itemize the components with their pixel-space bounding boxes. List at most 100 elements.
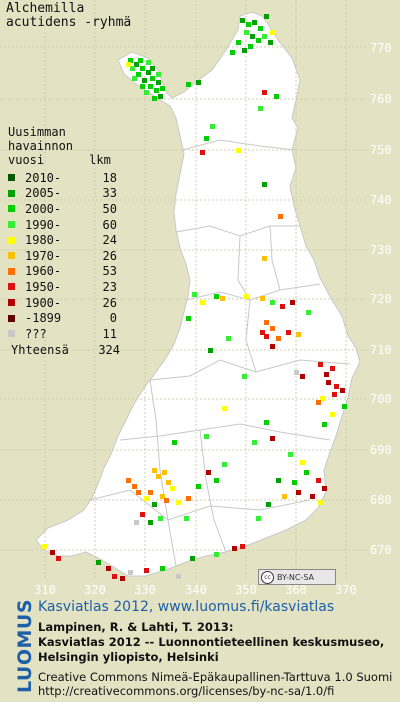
observation-square	[270, 30, 275, 35]
cc-badge-text: BY-NC-SA	[277, 572, 315, 582]
observation-square	[264, 320, 269, 325]
legend-item: 1950- 23	[8, 279, 120, 295]
observation-square	[258, 26, 263, 31]
observation-square	[332, 392, 337, 397]
observation-square	[158, 516, 163, 521]
y-tick: 730	[370, 243, 392, 257]
observation-square	[342, 404, 347, 409]
citation: Lampinen, R. & Lahti, T. 2013: Kasviatla…	[38, 620, 384, 665]
observation-square	[282, 494, 287, 499]
legend-swatch	[8, 267, 15, 275]
observation-square	[210, 124, 215, 129]
observation-square	[128, 58, 133, 63]
observation-square	[236, 40, 241, 45]
observation-square	[222, 462, 227, 467]
observation-square	[222, 406, 227, 411]
observation-square	[162, 470, 167, 475]
observation-square	[156, 72, 161, 77]
observation-square	[170, 486, 175, 491]
observation-square	[232, 546, 237, 551]
legend-item: 2000- 50	[8, 201, 120, 217]
observation-square	[42, 544, 47, 549]
observation-square	[150, 66, 155, 71]
legend-swatch	[8, 221, 15, 229]
legend-total-count: 324	[98, 342, 120, 357]
observation-square	[160, 566, 165, 571]
legend-swatch	[8, 330, 15, 338]
observation-square	[214, 478, 219, 483]
legend-swatch	[8, 205, 15, 213]
observation-square	[136, 490, 141, 495]
kasviatlas-link[interactable]: Kasviatlas 2012, www.luomus.fi/kasviatla…	[38, 599, 335, 615]
y-tick: 770	[370, 41, 392, 55]
luomus-logo: LUOMUS	[14, 598, 36, 694]
observation-square	[240, 544, 245, 549]
observation-square	[148, 520, 153, 525]
observation-square	[270, 326, 275, 331]
observation-square	[316, 400, 321, 405]
observation-square	[140, 84, 145, 89]
observation-square	[300, 374, 305, 379]
observation-square	[126, 62, 131, 67]
observation-square	[200, 150, 205, 155]
observation-square	[252, 20, 257, 25]
legend-item-label: 2000-	[25, 201, 62, 216]
observation-square	[262, 256, 267, 261]
observation-square	[186, 82, 191, 87]
license-url[interactable]: http://creativecommons.org/licenses/by-n…	[38, 684, 335, 698]
observation-square	[244, 30, 249, 35]
observation-square	[266, 502, 271, 507]
observation-square	[256, 38, 261, 43]
observation-square	[240, 18, 245, 23]
legend-swatch	[8, 236, 15, 244]
legend-total-row: Yhteensä 324	[8, 342, 120, 358]
legend-item-count: 0	[109, 311, 117, 326]
observation-square	[262, 34, 267, 39]
observation-square	[132, 76, 137, 81]
observation-square	[250, 34, 255, 39]
observation-square	[50, 550, 55, 555]
legend-swatch	[8, 189, 15, 197]
observation-square	[292, 480, 297, 485]
legend-swatch	[8, 314, 15, 322]
legend-item: 1970- 26	[8, 248, 120, 264]
observation-square	[146, 60, 151, 65]
observation-square	[158, 94, 163, 99]
x-tick: 350	[235, 583, 257, 597]
observation-square	[152, 468, 157, 473]
observation-square	[204, 136, 209, 141]
legend-item: 1980- 24	[8, 232, 120, 248]
observation-square	[304, 470, 309, 475]
y-tick: 690	[370, 443, 392, 457]
observation-square	[242, 48, 247, 53]
observation-square	[244, 294, 249, 299]
observation-square	[256, 516, 261, 521]
legend-item: 1960- 53	[8, 264, 120, 280]
grid-lines	[0, 0, 368, 580]
x-tick: 310	[34, 583, 56, 597]
observation-square	[288, 452, 293, 457]
cc-icon: cc	[261, 570, 274, 584]
observation-square	[134, 520, 139, 525]
observation-square	[270, 300, 275, 305]
observation-square	[120, 576, 125, 581]
observation-square	[176, 574, 181, 579]
observation-square	[274, 94, 279, 99]
observation-square	[334, 384, 339, 389]
observation-square	[264, 14, 269, 19]
observation-points	[42, 14, 347, 581]
legend-item-label: 1970-	[25, 248, 62, 263]
y-tick: 740	[370, 193, 392, 207]
observation-square	[148, 490, 153, 495]
observation-square	[196, 484, 201, 489]
observation-square	[152, 502, 157, 507]
legend-item: 2005- 33	[8, 186, 120, 202]
legend-item: 1900- 26	[8, 295, 120, 311]
observation-square	[260, 330, 265, 335]
observation-square	[324, 372, 329, 377]
legend-item-count: 18	[102, 170, 117, 185]
legend-item-count: 24	[102, 233, 117, 248]
observation-square	[166, 480, 171, 485]
legend-item-label: 1900-	[25, 295, 62, 310]
cc-license-badge[interactable]: cc BY-NC-SA	[258, 569, 336, 585]
